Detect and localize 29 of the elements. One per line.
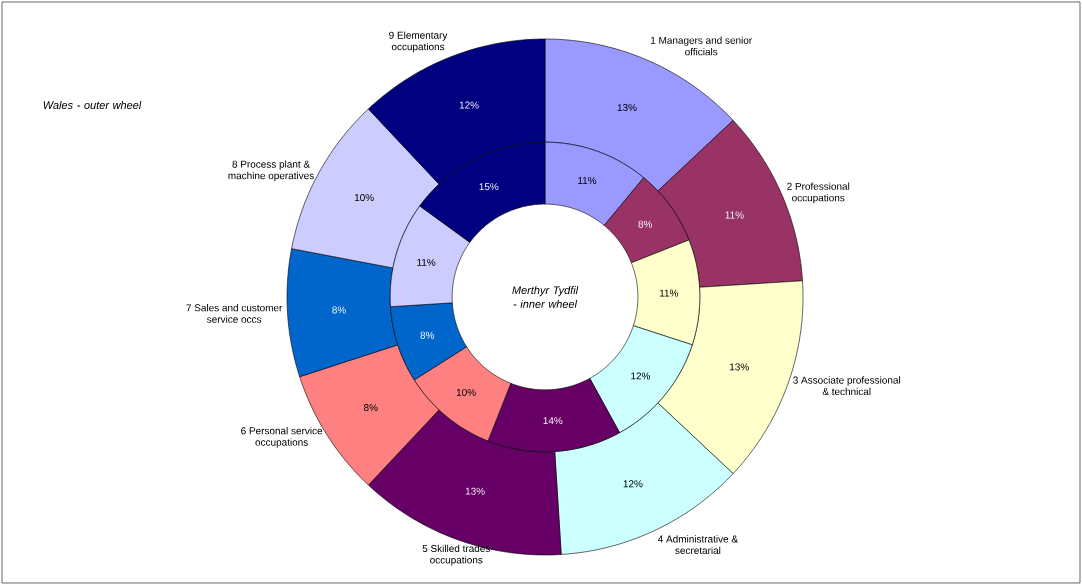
data-label: 10% [354, 194, 374, 202]
data-label: 12% [631, 372, 651, 380]
data-label: 13% [617, 104, 637, 112]
slice-label: Wales - outer wheel [43, 100, 142, 110]
data-label: 11% [417, 258, 436, 266]
data-label: 12% [623, 480, 643, 488]
data-label: 15% [479, 183, 499, 191]
data-label: 11% [725, 211, 744, 219]
data-label: 14% [543, 417, 563, 425]
data-label: 8% [638, 220, 653, 228]
data-label: 13% [730, 363, 749, 371]
slice-label: 3 Associate professional & technical [793, 376, 901, 396]
data-label: 8% [332, 306, 346, 314]
data-label: 11% [659, 289, 679, 297]
data-label: 13% [465, 487, 485, 495]
slice-label: 8 Process plant & machine operatives [228, 160, 314, 182]
slice-label: 1 Managers and senior officials [651, 36, 752, 56]
slice-label: 7 Sales and customer service occs [186, 304, 283, 323]
data-label: 8% [363, 404, 378, 412]
data-label: 8% [420, 331, 435, 339]
data-label: 10% [456, 388, 476, 396]
slice-label: 6 Personal service occupations [241, 427, 323, 448]
slice-label: 4 Administrative & secretarial [658, 535, 738, 555]
slice-label: 9 Elementary occupations [389, 31, 448, 53]
slice-label: 2 Professional occupations [787, 182, 850, 204]
slice-label: 5 Skilled trades occupations [422, 544, 490, 566]
data-label: 11% [578, 176, 597, 184]
slice-label: Merthyr Tydfil - inner wheel [512, 285, 579, 308]
data-label: 12% [459, 101, 479, 109]
